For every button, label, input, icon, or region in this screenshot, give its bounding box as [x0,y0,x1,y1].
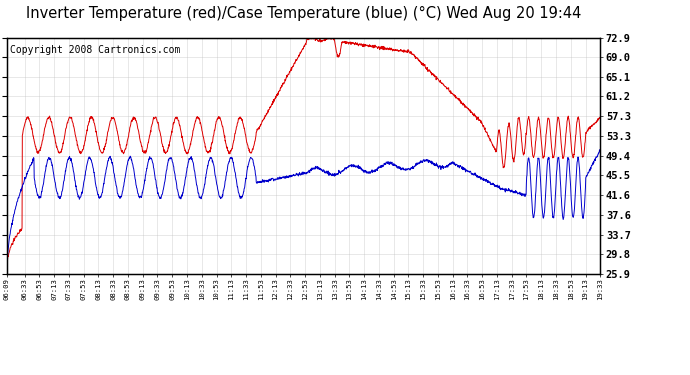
Text: Inverter Temperature (red)/Case Temperature (blue) (°C) Wed Aug 20 19:44: Inverter Temperature (red)/Case Temperat… [26,6,581,21]
Text: Copyright 2008 Cartronics.com: Copyright 2008 Cartronics.com [10,45,180,55]
